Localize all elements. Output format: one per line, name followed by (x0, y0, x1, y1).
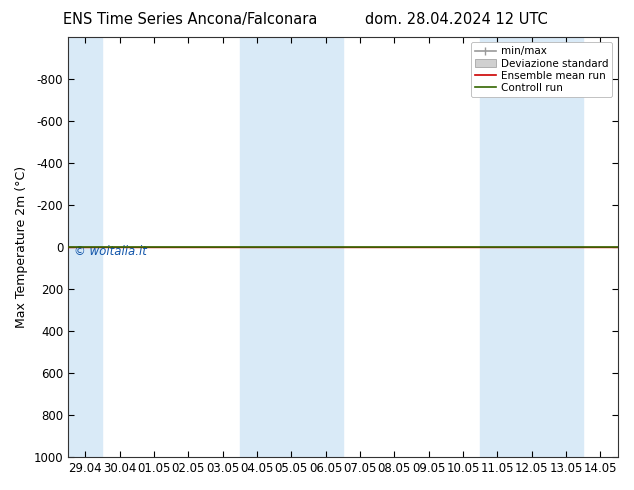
Text: ENS Time Series Ancona/Falconara: ENS Time Series Ancona/Falconara (63, 12, 318, 27)
Bar (480, 37, 515, 457)
Bar (274, 37, 309, 457)
Y-axis label: Max Temperature 2m (°C): Max Temperature 2m (°C) (15, 166, 28, 328)
Legend: min/max, Deviazione standard, Ensemble mean run, Controll run: min/max, Deviazione standard, Ensemble m… (470, 42, 612, 97)
Text: dom. 28.04.2024 12 UTC: dom. 28.04.2024 12 UTC (365, 12, 548, 27)
Bar (515, 37, 549, 457)
Text: © woitalia.it: © woitalia.it (74, 245, 146, 258)
Bar (240, 37, 274, 457)
Bar (309, 37, 343, 457)
Bar (549, 37, 583, 457)
Bar (68, 37, 102, 457)
